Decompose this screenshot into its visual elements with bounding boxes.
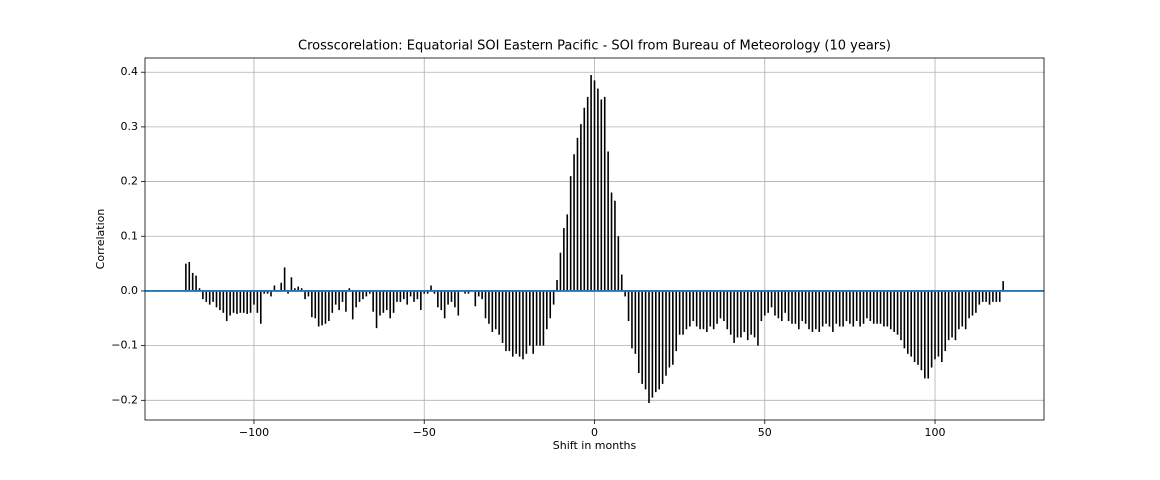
y-tick-label: 0.1 — [121, 229, 139, 242]
x-tick-label: 50 — [758, 426, 772, 439]
x-tick-label: −50 — [413, 426, 436, 439]
y-tick-label: 0.3 — [121, 120, 139, 133]
chart-title: Crosscorelation: Equatorial SOI Eastern … — [298, 39, 891, 54]
y-axis-label: Correlation — [94, 209, 107, 270]
y-tick-label: 0.4 — [121, 65, 139, 78]
y-tick-label: 0.2 — [121, 175, 139, 188]
y-tick-label: −0.1 — [111, 339, 138, 352]
x-tick-label: 0 — [591, 426, 598, 439]
x-axis-label: Shift in months — [553, 439, 637, 452]
plot-frame — [144, 57, 1045, 421]
x-tick-label: −100 — [239, 426, 269, 439]
y-tick-label: 0.0 — [121, 284, 139, 297]
y-tick-label: −0.2 — [111, 393, 138, 406]
x-tick-label: 100 — [925, 426, 946, 439]
